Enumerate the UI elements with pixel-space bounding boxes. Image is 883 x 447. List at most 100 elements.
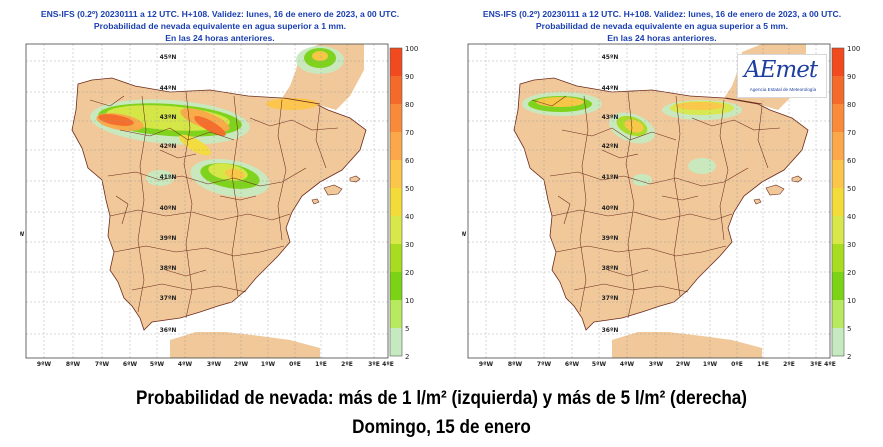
iberia-land <box>513 77 809 331</box>
latitude-label: 39ºN <box>602 235 619 242</box>
title-line-1: ENS-IFS (0.2º) 20230111 a 12 UTC. H+108.… <box>482 9 842 19</box>
side-longitude-label: 10ºW <box>20 231 25 238</box>
latitude-label: 44ºN <box>160 85 177 92</box>
colorbar-swatch <box>832 328 844 356</box>
latitude-label: 42ºN <box>160 143 177 150</box>
africa-land <box>612 332 762 358</box>
colorbar-label: 5 <box>847 325 851 333</box>
latitude-label: 44ºN <box>602 85 619 92</box>
colorbar-swatch <box>832 76 844 104</box>
pyrenees-border <box>283 97 321 105</box>
latitude-label: 45ºN <box>160 54 177 61</box>
latitude-label: 38ºN <box>160 265 177 272</box>
map-area: 45ºN 44ºN 43ºN 42ºN 41ºN 40ºN 39ºN 38ºN 37ºN 36ºN <box>468 44 830 358</box>
latitude-label: 38ºN <box>602 265 619 272</box>
map-area: 45ºN 44ºN 43ºN 42ºN 41ºN 40ºN 39ºN 38ºN 37ºN 36ºN <box>26 44 388 358</box>
longitude-label: 0ºE <box>731 361 743 368</box>
balearic-island <box>323 184 343 196</box>
colorbar-label: 20 <box>405 269 414 277</box>
longitude-label: 6ºW <box>123 361 138 368</box>
colorbar-swatch <box>832 188 844 216</box>
map-frame <box>467 43 831 359</box>
colorbar-label: 5 <box>405 325 409 333</box>
longitude-label: 4ºW <box>620 361 635 368</box>
map-frame <box>25 43 389 359</box>
map-panel-left: ENS-IFS (0.2º) 20230111 a 12 UTC. H+108.… <box>20 0 440 370</box>
colorbar-label: 70 <box>405 129 414 137</box>
longitude-label: 9ºW <box>479 361 494 368</box>
latitude-label: 40ºN <box>602 205 619 212</box>
longitude-label: 2ºE <box>341 361 353 368</box>
longitude-label: 1ºW <box>261 361 276 368</box>
colorbar-label: 10 <box>847 297 856 305</box>
snow-probability-map: 45ºN 44ºN 43ºN 42ºN 41ºN 40ºN 39ºN 38ºN 37ºN 36ºN… <box>462 43 860 368</box>
colorbar-label: 80 <box>847 101 856 109</box>
longitude-label: 4ºE <box>824 361 836 368</box>
colorbar-label: 30 <box>847 241 856 249</box>
colorbar-swatch <box>832 300 844 328</box>
colorbar-label: 2 <box>405 353 409 361</box>
colorbar-label: 60 <box>405 157 414 165</box>
title-line-1: ENS-IFS (0.2º) 20230111 a 12 UTC. H+108.… <box>40 9 400 19</box>
colorbar-label: 100 <box>405 45 418 53</box>
colorbar-swatch <box>390 188 402 216</box>
latitude-label: 37ºN <box>160 295 177 302</box>
longitude-label: 3ºE <box>368 361 380 368</box>
colorbar-swatch <box>832 160 844 188</box>
logo-subtitle: Agencia Estatal de Meteorología <box>749 87 817 92</box>
colorbar-label: 2 <box>847 353 851 361</box>
balearic-island <box>311 198 320 205</box>
latitude-label: 41ºN <box>160 174 177 181</box>
latitude-label: 43ºN <box>160 114 177 121</box>
colorbar-label: 80 <box>405 101 414 109</box>
balearic-island <box>753 198 762 205</box>
colorbar-swatch <box>390 328 402 356</box>
colorbar-label: 40 <box>847 213 856 221</box>
map-panel-right: ENS-IFS (0.2º) 20230111 a 12 UTC. H+108.… <box>462 0 882 370</box>
graticule <box>26 44 388 358</box>
balearic-island <box>765 184 785 196</box>
longitude-label: 2ºW <box>676 361 691 368</box>
longitude-label: 3ºW <box>649 361 664 368</box>
graticule <box>468 44 830 358</box>
longitude-label: 3ºE <box>810 361 822 368</box>
side-longitude-label: 10ºW <box>462 231 467 238</box>
caption-line-1: Probabilidad de nevada: más de 1 l/m² (i… <box>135 388 748 409</box>
colorbar-label: 100 <box>847 45 860 53</box>
colorbar-swatch <box>390 244 402 272</box>
longitude-label: 5ºW <box>592 361 607 368</box>
longitude-label: 1ºE <box>757 361 769 368</box>
latitude-label: 45ºN <box>602 54 619 61</box>
colorbar-label: 90 <box>405 73 414 81</box>
longitude-label: 6ºW <box>565 361 580 368</box>
colorbar-label: 50 <box>405 185 414 193</box>
africa-land <box>170 332 320 358</box>
title-line-2: Probabilidad de nevada equivalente en ag… <box>535 21 789 31</box>
colorbar: 100 90 80 70 60 50 40 30 20 10 5 2 <box>831 45 860 361</box>
colorbar-swatch <box>832 104 844 132</box>
colorbar-swatch <box>390 76 402 104</box>
colorbar-swatch <box>390 272 402 300</box>
latitude-label: 39ºN <box>160 235 177 242</box>
latitude-label: 42ºN <box>602 143 619 150</box>
colorbar-label: 40 <box>405 213 414 221</box>
colorbar-swatch <box>390 160 402 188</box>
longitude-label: 2ºE <box>783 361 795 368</box>
colorbar-label: 70 <box>847 129 856 137</box>
longitude-label: 2ºW <box>234 361 249 368</box>
colorbar-swatch <box>390 104 402 132</box>
longitude-label: 4ºW <box>178 361 193 368</box>
panel-title: ENS-IFS (0.2º) 20230111 a 12 UTC. H+108.… <box>462 8 862 44</box>
colorbar-swatch <box>390 300 402 328</box>
colorbar-swatch <box>390 48 402 76</box>
title-line-3: En las 24 horas anteriores. <box>165 33 275 43</box>
panel-title: ENS-IFS (0.2º) 20230111 a 12 UTC. H+108.… <box>20 8 420 44</box>
pyrenees-border <box>725 97 763 105</box>
latitude-label: 43ºN <box>602 114 619 121</box>
longitude-label: 7ºW <box>537 361 552 368</box>
longitude-label: 1ºW <box>703 361 718 368</box>
longitude-label: 1ºE <box>315 361 327 368</box>
province-borders <box>89 91 339 319</box>
longitude-label: 8ºW <box>66 361 81 368</box>
colorbar-swatch <box>832 272 844 300</box>
